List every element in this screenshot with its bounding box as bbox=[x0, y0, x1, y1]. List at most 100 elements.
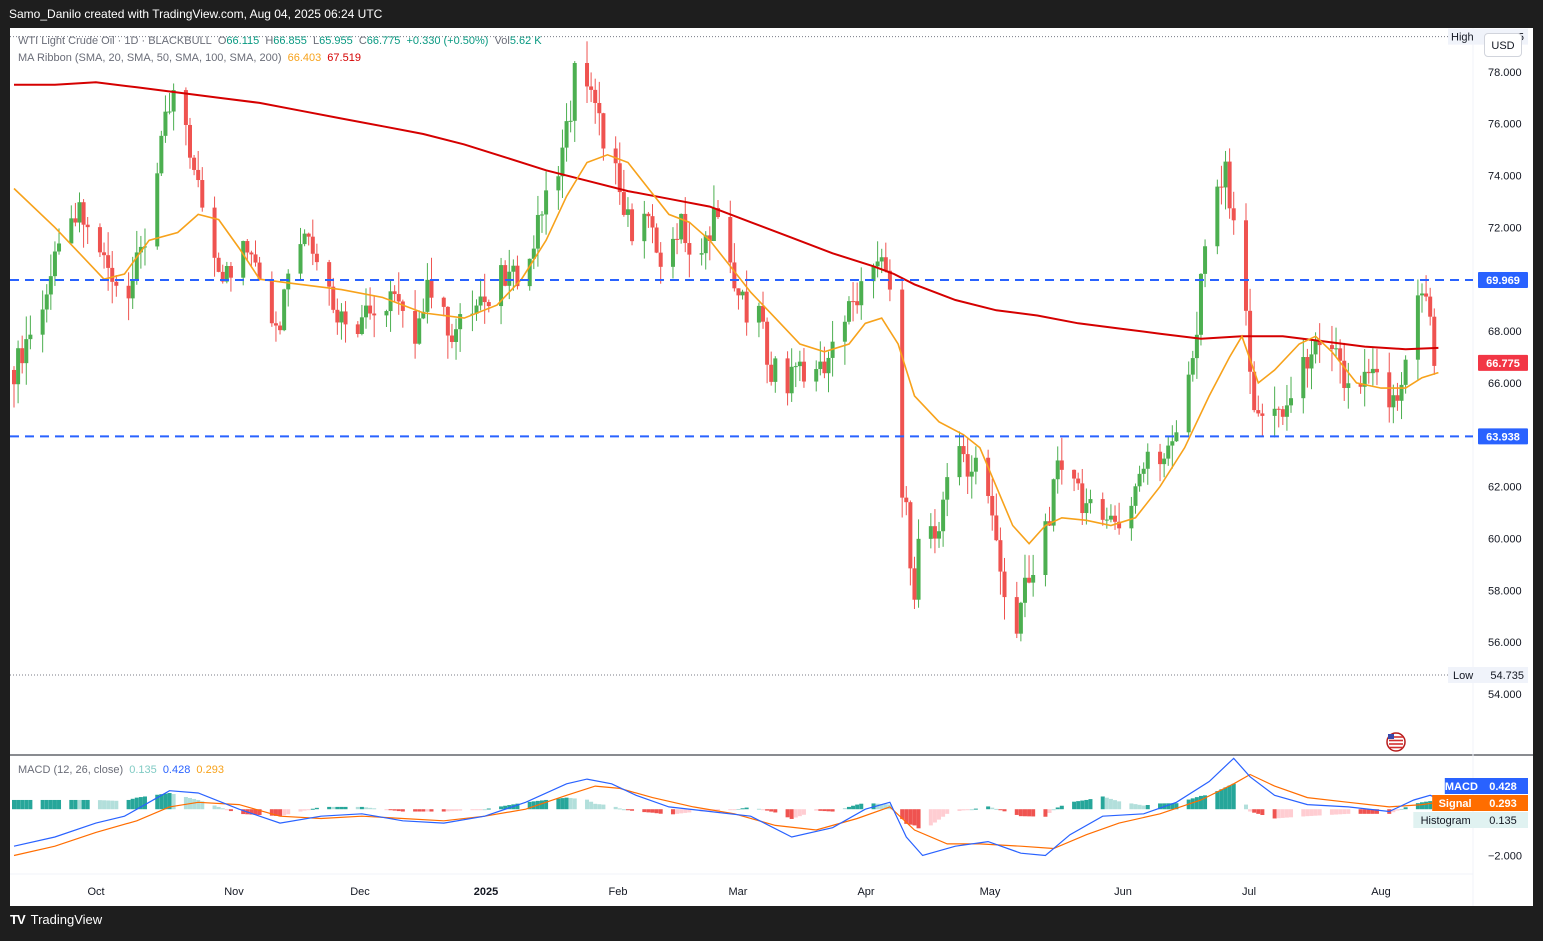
ma-ribbon-label[interactable]: MA Ribbon (SMA, 20, SMA, 50, SMA, 100, S… bbox=[18, 52, 282, 64]
histogram-bar bbox=[941, 809, 946, 817]
histogram-bar bbox=[1305, 809, 1310, 817]
candle-body bbox=[429, 279, 434, 298]
histogram-bar bbox=[44, 799, 49, 810]
histogram-bar bbox=[73, 799, 78, 810]
histogram-bar bbox=[900, 809, 905, 820]
histogram-bar bbox=[670, 809, 675, 815]
candle-body bbox=[527, 258, 532, 287]
sma-200-line bbox=[14, 81, 1439, 351]
candle-body bbox=[761, 305, 766, 322]
candle-body bbox=[883, 257, 888, 271]
candle-body bbox=[167, 111, 172, 113]
candle-body bbox=[1358, 383, 1363, 387]
currency-button[interactable]: USD bbox=[1484, 33, 1522, 57]
candle-body bbox=[196, 169, 201, 181]
histogram-bar bbox=[155, 794, 160, 810]
macd-indicator-label[interactable]: MACD (12, 26, close) bbox=[18, 764, 124, 776]
ma-legend[interactable]: MA Ribbon (SMA, 20, SMA, 50, SMA, 100, S… bbox=[18, 52, 364, 64]
candle-body bbox=[826, 357, 831, 374]
histogram-bar bbox=[793, 809, 798, 818]
histogram-bar bbox=[1395, 809, 1400, 811]
histogram-bar bbox=[585, 799, 590, 810]
histogram-bar bbox=[138, 797, 143, 810]
histogram-bar bbox=[335, 806, 340, 810]
symbol-legend[interactable]: WTI Light Crude Oil · 1D · BLACKBULL O66… bbox=[18, 35, 545, 47]
candle-body bbox=[535, 214, 540, 249]
histogram-bar bbox=[593, 803, 598, 810]
candle-body bbox=[990, 495, 995, 516]
candle-body bbox=[871, 266, 876, 282]
histogram-bar bbox=[658, 809, 663, 814]
histogram-bar bbox=[1022, 809, 1027, 817]
histogram-bar bbox=[785, 809, 790, 818]
candle-body bbox=[77, 202, 82, 223]
histogram-bar bbox=[441, 809, 446, 812]
histogram-bar bbox=[1276, 809, 1281, 819]
histogram-bar bbox=[392, 809, 397, 811]
candle-body bbox=[1170, 441, 1175, 446]
histogram-bar bbox=[52, 799, 57, 810]
candle-body bbox=[171, 90, 176, 112]
histogram-bar bbox=[257, 809, 262, 815]
histogram-bar bbox=[1190, 798, 1195, 810]
histogram-bar bbox=[196, 799, 201, 810]
vol-label: Vol bbox=[494, 35, 510, 47]
histogram-bar bbox=[1170, 803, 1175, 810]
candle-body bbox=[28, 334, 33, 340]
last-price-tag bbox=[1478, 354, 1528, 371]
histogram-bar bbox=[192, 798, 197, 810]
histogram-bar bbox=[1419, 802, 1424, 810]
y-tick-label-9: 72.000 bbox=[1488, 222, 1522, 234]
histogram-bar bbox=[359, 806, 364, 810]
candle-body bbox=[765, 321, 770, 365]
candle-body bbox=[711, 208, 716, 241]
candle-body bbox=[458, 314, 463, 330]
candle-body bbox=[1133, 486, 1138, 506]
candle-body bbox=[200, 180, 205, 208]
symbol-title[interactable]: WTI Light Crude Oil · 1D · BLACKBULL bbox=[18, 35, 212, 47]
candle-body bbox=[1100, 499, 1105, 520]
low-marker-value: 54.735 bbox=[1490, 670, 1524, 682]
candle-body bbox=[957, 446, 962, 478]
candle-body bbox=[511, 265, 516, 272]
candle-body bbox=[1088, 499, 1093, 504]
candle-body bbox=[449, 335, 454, 342]
histogram-bar bbox=[630, 809, 635, 811]
chart-frame[interactable]: 54.00056.00058.00060.00062.00064.00066.0… bbox=[10, 28, 1533, 906]
chart-canvas[interactable]: 54.00056.00058.00060.00062.00064.00066.0… bbox=[10, 28, 1533, 906]
candle-body bbox=[106, 255, 111, 268]
candle-body bbox=[48, 276, 53, 295]
histogram-bar bbox=[396, 809, 401, 812]
candle-body bbox=[126, 285, 131, 299]
low-marker-box bbox=[1448, 667, 1528, 684]
histogram-bar bbox=[597, 804, 602, 810]
candle-body bbox=[842, 321, 847, 342]
histogram-bar bbox=[683, 809, 688, 813]
level-tag-1 bbox=[1478, 428, 1528, 445]
candle-body bbox=[1387, 372, 1392, 408]
macd-tag-name-1: Signal bbox=[1439, 798, 1472, 810]
candle-body bbox=[945, 477, 950, 500]
histogram-bar bbox=[1084, 799, 1089, 810]
histogram-bar bbox=[1362, 809, 1367, 814]
histogram-bar bbox=[589, 801, 594, 810]
candle-body bbox=[1415, 295, 1420, 360]
histogram-bar bbox=[801, 809, 806, 815]
histogram-bar bbox=[1329, 809, 1334, 815]
candle-body bbox=[81, 202, 86, 225]
candle-body bbox=[932, 526, 937, 539]
histogram-bar bbox=[57, 799, 62, 810]
histogram-bar bbox=[1338, 809, 1343, 815]
candle-body bbox=[1018, 602, 1023, 634]
candle-body bbox=[359, 317, 364, 335]
macd-legend[interactable]: MACD (12, 26, close) 0.135 0.428 0.293 bbox=[18, 764, 227, 776]
histogram-bar bbox=[1284, 809, 1289, 818]
candle-body bbox=[1104, 519, 1109, 521]
candle-body bbox=[801, 361, 806, 382]
y-tick-label-10: 74.000 bbox=[1488, 171, 1522, 183]
histogram-bar bbox=[507, 805, 512, 810]
candle-body bbox=[744, 291, 749, 323]
candle-body bbox=[1309, 354, 1314, 369]
candle-body bbox=[1162, 458, 1167, 465]
histogram-bar bbox=[1027, 809, 1032, 817]
